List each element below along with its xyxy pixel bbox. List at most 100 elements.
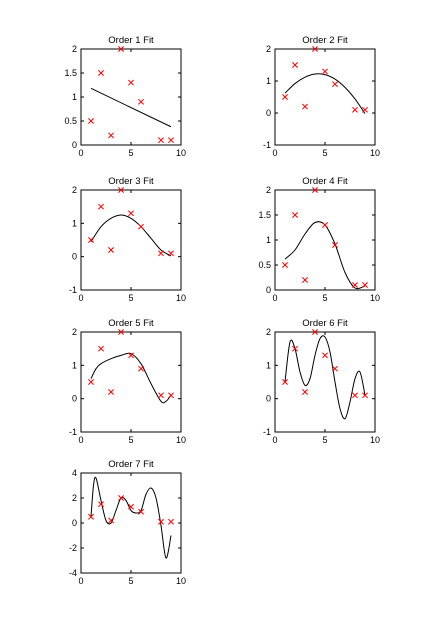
fit-curve [90, 352, 172, 404]
y-tick-label: 1 [266, 76, 271, 86]
y-tick-label: -1 [263, 427, 271, 437]
data-point-marker [282, 379, 288, 385]
data-point-marker [118, 187, 124, 193]
x-tick-label: 10 [176, 148, 186, 158]
y-tick-label: 1 [72, 92, 77, 102]
data-point-marker [168, 137, 174, 144]
x-tick-label: 0 [272, 148, 277, 158]
x-tick-label: 0 [272, 293, 277, 303]
subplot-order-4: Order 4 Fit 0 5 10 0 0.5 1 1.5 2 [258, 176, 380, 303]
data-point-marker [98, 203, 104, 210]
data-point-marker [302, 277, 308, 283]
y-tick-label: -1 [69, 427, 77, 437]
x-tick-label: 5 [322, 293, 327, 303]
x-tick-label: 5 [128, 148, 133, 158]
y-tick-label: 0.5 [64, 116, 77, 126]
y-tick-label: 0 [266, 394, 271, 404]
subplot-title: Order 5 Fit [108, 318, 154, 329]
x-tick-label: 0 [78, 293, 83, 303]
y-tick-label: 2 [72, 327, 77, 337]
data-point-marker [352, 282, 358, 288]
x-tick-label: 0 [78, 148, 83, 158]
x-tick-label: 10 [370, 435, 380, 445]
data-point-marker [138, 223, 144, 230]
subplot-title: Order 1 Fit [108, 35, 154, 46]
fit-curve [284, 73, 366, 114]
x-tick-label: 0 [78, 435, 83, 445]
data-point-marker [168, 392, 174, 399]
data-point-marker [158, 250, 164, 257]
y-tick-label: 2 [266, 185, 271, 195]
y-tick-label: 1 [266, 360, 271, 370]
data-point-marker [332, 81, 338, 88]
x-tick-label: 5 [128, 435, 133, 445]
axes-box [80, 189, 182, 291]
y-tick-label: 4 [72, 468, 77, 478]
data-point-marker [312, 46, 318, 52]
fit-curve [90, 87, 172, 128]
data-point-marker [118, 495, 124, 501]
data-point-marker [88, 237, 94, 243]
data-point-marker [168, 518, 174, 525]
data-point-marker [138, 508, 144, 515]
data-point-marker [118, 46, 124, 52]
data-point-marker [168, 250, 174, 257]
data-point-marker [118, 329, 124, 335]
data-point-marker [128, 79, 134, 86]
data-point-marker [98, 345, 104, 352]
subplot-title: Order 4 Fit [302, 176, 348, 187]
axes-box [274, 189, 376, 291]
data-point-marker [98, 501, 104, 508]
data-point-marker [362, 392, 368, 399]
data-point-marker [88, 379, 94, 385]
data-point-marker [302, 389, 308, 395]
fit-curve [284, 221, 366, 290]
data-point-marker [282, 94, 288, 100]
y-tick-label: 1 [266, 235, 271, 245]
y-tick-label: -1 [69, 285, 77, 295]
x-tick-label: 10 [176, 293, 186, 303]
subplot-title: Order 6 Fit [302, 318, 348, 329]
data-point-marker [312, 329, 318, 335]
y-tick-label: 1.5 [258, 210, 271, 220]
y-tick-label: 0 [72, 518, 77, 528]
x-tick-label: 0 [272, 435, 277, 445]
data-point-marker [108, 247, 114, 253]
x-tick-label: 5 [322, 435, 327, 445]
data-point-marker [88, 513, 94, 520]
y-tick-label: 0 [72, 394, 77, 404]
data-point-marker [332, 242, 338, 248]
axes-box [274, 48, 376, 146]
y-tick-label: 1 [72, 218, 77, 228]
x-tick-label: 10 [370, 148, 380, 158]
data-point-marker [322, 68, 328, 75]
data-point-marker [88, 118, 94, 124]
data-point-marker [292, 62, 298, 68]
data-point-marker [292, 212, 298, 218]
fit-curve [90, 214, 172, 257]
data-point-marker [108, 517, 114, 524]
data-point-marker [282, 262, 288, 268]
fit-curve [90, 476, 172, 559]
axes-box [80, 48, 182, 146]
y-tick-label: 0 [72, 252, 77, 262]
data-point-marker [352, 392, 358, 399]
x-tick-label: 0 [78, 576, 83, 586]
data-point-marker [322, 222, 328, 228]
data-point-marker [158, 518, 164, 525]
x-tick-label: 5 [128, 576, 133, 586]
data-point-marker [128, 503, 134, 510]
y-tick-label: -4 [69, 568, 77, 578]
x-tick-label: 5 [322, 148, 327, 158]
data-point-marker [362, 106, 368, 113]
data-point-marker [332, 365, 338, 372]
data-point-marker [362, 282, 368, 288]
y-tick-label: 2 [266, 44, 271, 54]
subplot-title: Order 3 Fit [108, 176, 154, 187]
data-point-marker [158, 392, 164, 399]
x-tick-label: 5 [128, 293, 133, 303]
x-tick-label: 10 [176, 435, 186, 445]
y-tick-label: 2 [72, 44, 77, 54]
